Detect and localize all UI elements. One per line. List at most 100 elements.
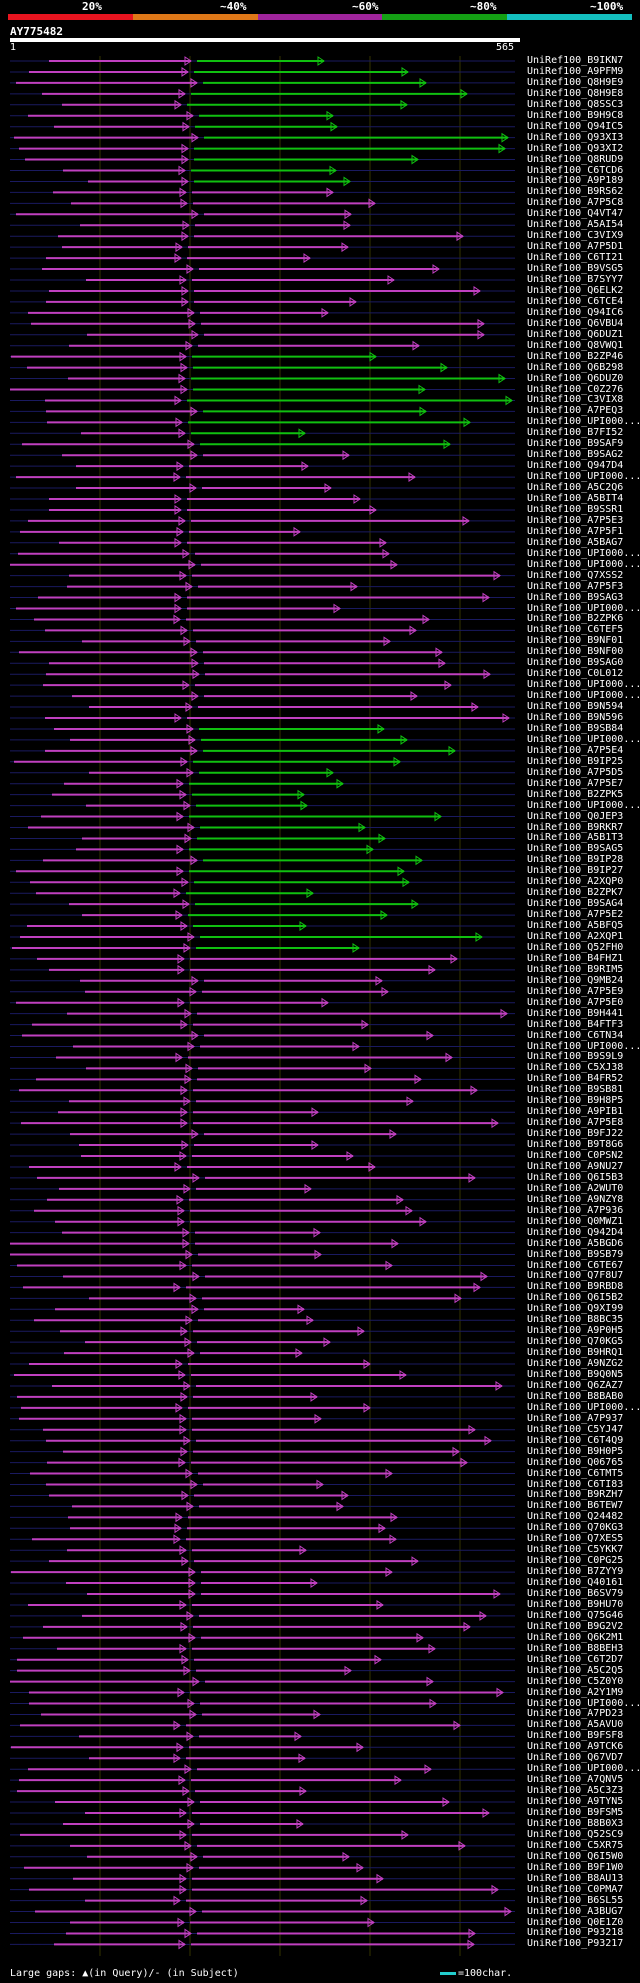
hit-label[interactable]: UniRef100_UPI000... [527,471,640,483]
hit-label[interactable]: UniRef100_Q0E1Z0 [527,1916,624,1928]
hit-label[interactable]: UniRef100_C5XJ38 [527,1062,624,1074]
hit-label[interactable]: UniRef100_C0L012 [527,668,624,680]
hit-label[interactable]: UniRef100_B9S9L9 [527,1051,624,1063]
hit-label[interactable]: UniRef100_A9P189 [527,175,624,187]
hit-label[interactable]: UniRef100_C6TEF5 [527,624,624,636]
hit-label[interactable]: UniRef100_B8BC35 [527,1314,624,1326]
hit-label[interactable]: UniRef100_Q6DUZ1 [527,328,624,340]
hit-label[interactable]: UniRef100_C5YKK7 [527,1544,624,1556]
hit-label[interactable]: UniRef100_B9SAG4 [527,898,624,910]
hit-label[interactable]: UniRef100_B4FR52 [527,1073,624,1085]
hit-label[interactable]: UniRef100_B9FJ22 [527,1128,624,1140]
hit-label[interactable]: UniRef100_C0PSN2 [527,1150,624,1161]
hit-label[interactable]: UniRef100_A5C2Q6 [527,482,624,494]
hit-label[interactable]: UniRef100_A2WUT0 [527,1182,624,1194]
hit-label[interactable]: UniRef100_Q6VBU4 [527,317,624,329]
hit-label[interactable]: UniRef100_A2Y1M9 [527,1686,624,1698]
hit-label[interactable]: UniRef100_A2XQP0 [527,876,624,888]
hit-label[interactable]: UniRef100_Q942D4 [527,1226,624,1238]
hit-label[interactable]: UniRef100_C5Z0Y0 [527,1675,624,1687]
hit-label[interactable]: UniRef100_C6TCE4 [527,295,624,307]
hit-label[interactable]: UniRef100_B9FSF8 [527,1730,624,1742]
hit-label[interactable]: UniRef100_UPI000... [527,679,640,691]
hit-label[interactable]: UniRef100_A9TCK6 [527,1741,624,1753]
hit-label[interactable]: UniRef100_B4FHZ1 [527,952,624,964]
hit-label[interactable]: UniRef100_Q6I5B3 [527,1171,624,1183]
hit-label[interactable]: UniRef100_A5B1T3 [527,832,624,844]
hit-label[interactable]: UniRef100_UPI000... [527,547,640,559]
hit-label[interactable]: UniRef100_B4FTF3 [527,1018,624,1030]
hit-label[interactable]: UniRef100_A9TYN5 [527,1796,624,1808]
hit-label[interactable]: UniRef100_B2ZPK6 [527,613,624,625]
hit-label[interactable]: UniRef100_B9SAG2 [527,449,624,461]
hit-label[interactable]: UniRef100_C5YJ47 [527,1423,624,1435]
hit-label[interactable]: UniRef100_B9RKR7 [527,821,624,833]
hit-label[interactable]: UniRef100_Q40161 [527,1577,624,1589]
hit-label[interactable]: UniRef100_B9T8G6 [527,1139,624,1151]
hit-label[interactable]: UniRef100_B9N596 [527,712,624,723]
hit-label[interactable]: UniRef100_C3VIX8 [527,394,624,406]
hit-label[interactable]: UniRef100_A5C2Q5 [527,1664,624,1676]
hit-label[interactable]: UniRef100_A5AI54 [527,219,624,231]
hit-label[interactable]: UniRef100_Q6ZAZ7 [527,1379,624,1391]
hit-label[interactable]: UniRef100_B9NF00 [527,646,624,658]
hit-label[interactable]: UniRef100_C6TI21 [527,252,624,264]
hit-label[interactable]: UniRef100_B9H9C8 [527,109,624,121]
hit-label[interactable]: UniRef100_B8BEH3 [527,1642,624,1654]
hit-label[interactable]: UniRef100_UPI000... [527,558,640,570]
hit-label[interactable]: UniRef100_Q94IC6 [527,306,624,318]
hit-label[interactable]: UniRef100_Q70KG3 [527,1522,624,1534]
hit-label[interactable]: UniRef100_A5BFQ5 [527,920,624,932]
hit-label[interactable]: UniRef100_B9RIM5 [527,963,624,975]
hit-label[interactable]: UniRef100_C6TE67 [527,1259,624,1271]
hit-label[interactable]: UniRef100_Q6DUZ0 [527,372,624,384]
hit-label[interactable]: UniRef100_B9H0P5 [527,1445,624,1457]
hit-label[interactable]: UniRef100_B9SAG3 [527,591,624,603]
hit-label[interactable]: UniRef100_Q70KG5 [527,1336,624,1348]
hit-label[interactable]: UniRef100_B9IP25 [527,755,624,767]
hit-label[interactable]: UniRef100_B2ZP46 [527,350,624,362]
hit-label[interactable]: UniRef100_B9SB81 [527,1084,624,1096]
hit-label[interactable]: UniRef100_B9H8P5 [527,1095,624,1107]
hit-label[interactable]: UniRef100_Q67VD7 [527,1752,624,1764]
hit-label[interactable]: UniRef100_B9IP28 [527,854,624,866]
hit-label[interactable]: UniRef100_UPI000... [527,799,640,811]
hit-label[interactable]: UniRef100_A9NZY8 [527,1193,624,1205]
hit-label[interactable]: UniRef100_Q947D4 [527,460,624,472]
hit-label[interactable]: UniRef100_Q24482 [527,1511,624,1523]
hit-label[interactable]: UniRef100_B9HRQ1 [527,1347,624,1359]
hit-label[interactable]: UniRef100_Q9XI99 [527,1303,624,1315]
hit-label[interactable]: UniRef100_B2ZPK5 [527,788,624,800]
hit-label[interactable]: UniRef100_A7P5E4 [527,744,624,756]
hit-label[interactable]: UniRef100_UPI000... [527,690,640,702]
hit-label[interactable]: UniRef100_Q4VT47 [527,208,624,220]
hit-label[interactable]: UniRef100_P93218 [527,1927,624,1939]
hit-label[interactable]: UniRef100_A5AVU0 [527,1719,624,1731]
hit-label[interactable]: UniRef100_B7SYY7 [527,274,624,285]
hit-label[interactable]: UniRef100_Q6K2M1 [527,1631,624,1643]
hit-label[interactable]: UniRef100_Q8H9E9 [527,76,624,88]
hit-label[interactable]: UniRef100_C6TN34 [527,1029,624,1041]
hit-label[interactable]: UniRef100_UPI000... [527,602,640,614]
hit-label[interactable]: UniRef100_B8AU13 [527,1872,624,1884]
hit-label[interactable]: UniRef100_A9NZG2 [527,1358,624,1370]
hit-label[interactable]: UniRef100_B9SB84 [527,722,624,734]
hit-label[interactable]: UniRef100_A7PEQ3 [527,405,624,417]
hit-label[interactable]: UniRef100_B9HU70 [527,1598,624,1610]
hit-label[interactable]: UniRef100_B8BAB0 [527,1390,624,1402]
hit-label[interactable]: UniRef100_B9RS62 [527,186,624,198]
hit-label[interactable]: UniRef100_B9SAG5 [527,843,624,855]
hit-label[interactable]: UniRef100_A7P937 [527,1412,624,1424]
hit-label[interactable]: UniRef100_A3BUG7 [527,1905,624,1917]
hit-label[interactable]: UniRef100_UPI000... [527,1040,640,1052]
hit-label[interactable]: UniRef100_B9H441 [527,1007,624,1019]
hit-label[interactable]: UniRef100_Q06765 [527,1456,624,1468]
hit-label[interactable]: UniRef100_A7P5E9 [527,985,624,997]
hit-label[interactable]: UniRef100_A5C3Z3 [527,1785,624,1797]
hit-label[interactable]: UniRef100_B9NF01 [527,635,624,647]
hit-label[interactable]: UniRef100_Q52SC9 [527,1828,624,1840]
hit-label[interactable]: UniRef100_B7FI52 [527,427,624,439]
hit-label[interactable]: UniRef100_Q8RUD9 [527,153,624,165]
hit-label[interactable]: UniRef100_A7PD23 [527,1708,624,1720]
hit-label[interactable]: UniRef100_A5BAG7 [527,536,624,548]
